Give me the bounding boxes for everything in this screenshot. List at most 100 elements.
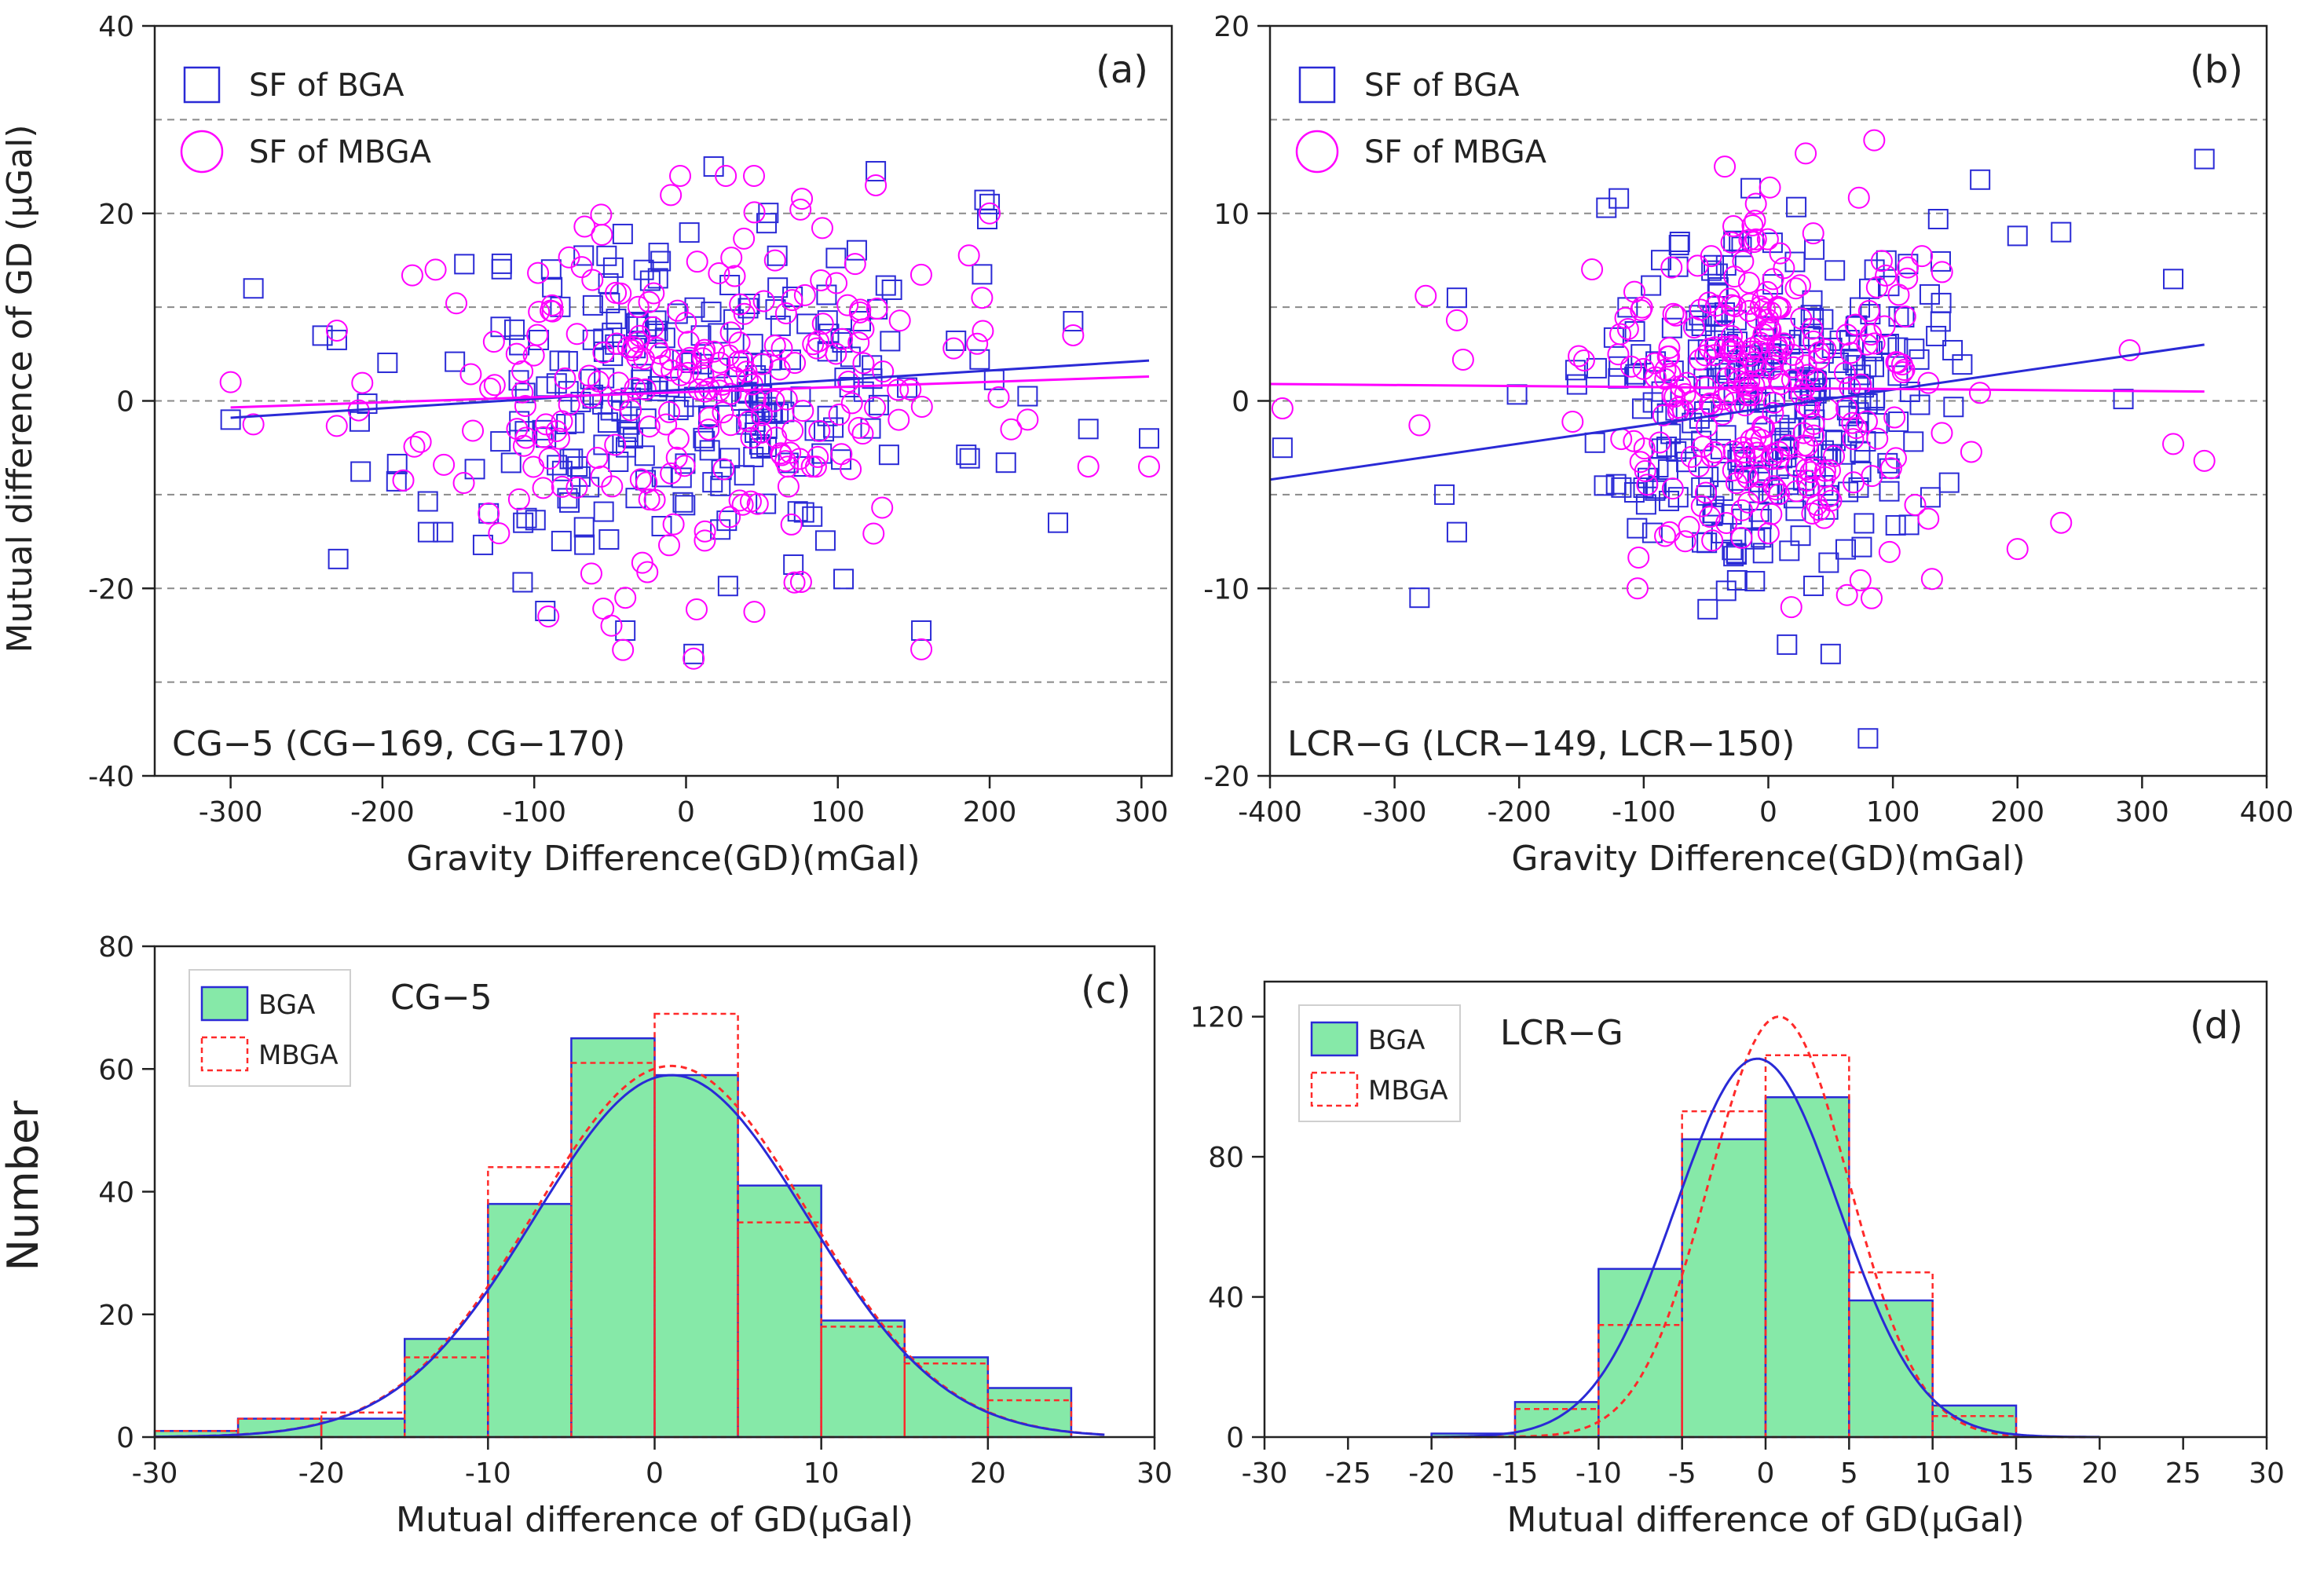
bga-point-174 bbox=[445, 351, 466, 372]
mbga-point-173 bbox=[852, 318, 875, 341]
x-tick-label-4: 0 bbox=[1759, 796, 1777, 828]
bga-point-81 bbox=[1715, 580, 1737, 602]
bga-point-157 bbox=[946, 330, 967, 351]
bga-point-215 bbox=[1710, 357, 1731, 378]
bga-point-204 bbox=[472, 534, 493, 555]
mbga-point-195 bbox=[606, 332, 628, 355]
bga-bar-3 bbox=[404, 1337, 489, 1439]
mbga-point-11 bbox=[1062, 324, 1085, 346]
mbga-point-143 bbox=[957, 244, 980, 267]
x-tick-label-1: -20 bbox=[298, 1457, 345, 1490]
bga-point-126 bbox=[567, 456, 588, 477]
bga-point-48 bbox=[719, 448, 741, 469]
mbga-point-89 bbox=[514, 426, 537, 449]
mbga-point-212 bbox=[1841, 411, 1864, 434]
x-tick-label-0: -30 bbox=[132, 1457, 178, 1490]
mbga-point-48 bbox=[540, 294, 563, 316]
mbga-point-160 bbox=[781, 419, 804, 442]
mbga-point-238 bbox=[675, 311, 697, 334]
bga-point-9 bbox=[911, 620, 932, 641]
bga-point-12 bbox=[1017, 386, 1038, 407]
mbga-point-180 bbox=[445, 292, 468, 315]
mbga-point-43 bbox=[1697, 291, 1720, 314]
mbga-point-260 bbox=[1692, 435, 1715, 458]
mbga-point-208 bbox=[808, 419, 831, 442]
mbga-point-103 bbox=[660, 462, 683, 485]
bga-point-247 bbox=[1942, 339, 1964, 360]
bga-bar-6 bbox=[653, 1073, 739, 1439]
legend-bga-label: SF of BGA bbox=[249, 68, 404, 104]
y-tick-label-4: 40 bbox=[98, 11, 134, 43]
bga-point-113 bbox=[1848, 477, 1869, 498]
mbga-point-201 bbox=[888, 309, 911, 332]
bga-point-234 bbox=[328, 548, 349, 569]
mbga-point-157 bbox=[409, 430, 432, 453]
mbga-point-62 bbox=[1568, 345, 1590, 368]
bga-point-227 bbox=[513, 512, 534, 533]
mbga-point-110 bbox=[1884, 447, 1907, 470]
mbga-point-21 bbox=[558, 246, 580, 269]
bga-point-53 bbox=[787, 501, 808, 522]
mbga-point-171 bbox=[600, 614, 623, 637]
bga-point-268 bbox=[1744, 528, 1766, 550]
bga-bar-3 bbox=[1681, 1138, 1767, 1439]
bga-point-22 bbox=[1669, 232, 1690, 253]
mbga-point-100 bbox=[781, 289, 803, 312]
bga-point-233 bbox=[1641, 522, 1663, 543]
bga-point-89 bbox=[1839, 330, 1860, 351]
bga-point-40 bbox=[868, 394, 889, 415]
mbga-point-108 bbox=[462, 419, 485, 442]
mbga-point-218 bbox=[719, 506, 741, 528]
mbga-point-8 bbox=[971, 287, 994, 309]
mbga-normal-fit bbox=[1431, 1015, 2100, 1439]
mbga-point-231 bbox=[661, 359, 683, 382]
bga-point-192 bbox=[594, 368, 615, 389]
mbga-point-205 bbox=[1738, 292, 1761, 315]
mbga-point-96 bbox=[1802, 222, 1824, 245]
mbga-point-279 bbox=[1682, 316, 1705, 339]
instrument-label: LCR−G (LCR−149, LCR−150) bbox=[1287, 724, 1795, 764]
mbga-point-26 bbox=[1737, 466, 1759, 489]
mbga-point-76 bbox=[1741, 214, 1764, 236]
bga-trend-line bbox=[230, 359, 1150, 419]
bga-point-150 bbox=[880, 331, 901, 352]
mbga-point-225 bbox=[578, 364, 601, 387]
bga-point-279 bbox=[1723, 546, 1744, 567]
legend-bga-label: BGA bbox=[258, 989, 315, 1021]
mbga-point-206 bbox=[635, 471, 658, 494]
x-axis-title: Gravity Difference(GD)(mGal) bbox=[406, 839, 920, 879]
mbga-point-211 bbox=[1561, 410, 1584, 433]
mbga-point-120 bbox=[1835, 583, 1858, 606]
mbga-point-29 bbox=[1752, 323, 1775, 346]
mbga-point-12 bbox=[1077, 455, 1100, 478]
mbga-point-182 bbox=[1790, 384, 1813, 407]
bga-point-55 bbox=[464, 459, 485, 480]
y-tick-label-0: 0 bbox=[1226, 1422, 1244, 1454]
bga-point-200 bbox=[1702, 306, 1723, 327]
mbga-point-39 bbox=[1720, 231, 1743, 254]
mbga-point-54 bbox=[522, 455, 545, 478]
bga-point-146 bbox=[802, 506, 823, 527]
mbga-point-277 bbox=[1759, 317, 1781, 340]
bga-point-212 bbox=[793, 502, 814, 523]
bga-point-94 bbox=[758, 203, 779, 224]
mbga-point-247 bbox=[1894, 305, 1916, 328]
mbga-point-245 bbox=[1718, 287, 1740, 310]
mbga-point-52 bbox=[1759, 176, 1781, 199]
mbga-point-236 bbox=[1715, 511, 1738, 534]
mbga-point-159 bbox=[708, 351, 731, 374]
bga-point-11 bbox=[979, 193, 1001, 214]
y-tick-label-0: -40 bbox=[88, 761, 134, 793]
mbga-point-185 bbox=[1746, 441, 1769, 464]
mbga-point-235 bbox=[1654, 358, 1677, 381]
bga-point-50 bbox=[1835, 539, 1856, 560]
mbga-point-154 bbox=[802, 333, 825, 356]
mbga-point-282 bbox=[1796, 364, 1819, 386]
bga-point-109 bbox=[631, 364, 653, 385]
bga-point-245 bbox=[1919, 283, 1940, 305]
bga-point-211 bbox=[608, 452, 629, 473]
bga-point-190 bbox=[558, 381, 579, 402]
mbga-point-81 bbox=[888, 408, 910, 431]
